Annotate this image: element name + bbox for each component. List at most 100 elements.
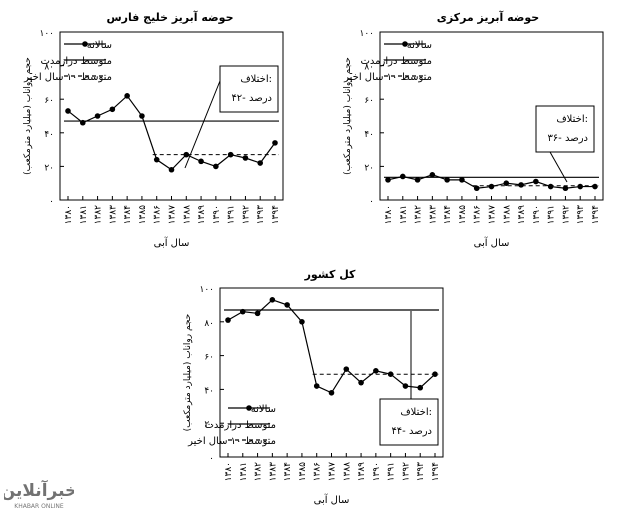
- annotation-leader: [549, 151, 568, 183]
- y-tick-label: ۸۰: [44, 63, 54, 73]
- x-tick-label: ۱۳۸۶: [473, 205, 483, 225]
- y-tick-label: ۸۰: [364, 63, 374, 73]
- x-tick-label: ۱۳۹۳: [256, 205, 266, 225]
- annual-point: [562, 185, 569, 192]
- annual-point: [239, 308, 246, 315]
- annual-point: [577, 183, 584, 190]
- annotation-title: اختلاف:: [400, 407, 432, 418]
- x-tick-label: ۱۳۸۲: [94, 205, 104, 225]
- annotation-value: ۴۲- درصد: [231, 93, 272, 104]
- x-tick-label: ۱۳۸۴: [123, 205, 133, 225]
- annual-point: [414, 177, 421, 183]
- chart-title: کل کشور: [304, 268, 356, 281]
- y-tick-label: ۱۰۰: [39, 29, 54, 39]
- annotation-title: اختلاف:: [240, 74, 272, 85]
- annual-point: [518, 182, 524, 188]
- legend-annual-marker: [82, 41, 88, 47]
- annual-point: [242, 155, 249, 161]
- y-tick-label: ۸۰: [204, 319, 214, 329]
- x-tick-label: ۱۳۸۰: [224, 462, 234, 481]
- watermark-sub: KHABAR ONLINE: [14, 503, 64, 510]
- x-tick-label: ۱۳۸۶: [313, 462, 323, 482]
- chart-panel-1: حوضه آبریز خلیج فارس ۰ ۲۰ ۴۰ ۶۰ ۸۰ ۱۰۰ حجم روان…: [23, 10, 284, 249]
- y-tick-label: ۲۰: [44, 163, 54, 173]
- y-tick-label: ۶۰: [204, 353, 214, 363]
- watermark-logo: خبرآنلاین KHABAR ONLINE: [4, 479, 74, 510]
- legend-recent-label: متوسط ۱۰ سال اخیر: [187, 436, 276, 447]
- annual-point: [272, 140, 278, 146]
- legend-annual-marker: [402, 41, 408, 47]
- annual-point: [429, 172, 436, 178]
- annual-point: [213, 163, 219, 170]
- x-tick-label: ۱۳۹۰: [532, 205, 542, 224]
- x-tick-label: ۱۳۸۵: [138, 205, 148, 225]
- annotation-value: ۳۶- درصد: [547, 133, 588, 144]
- annual-point: [432, 371, 438, 377]
- y-tick-label: ۰: [49, 197, 54, 207]
- x-tick-label: ۱۳۸۳: [268, 462, 278, 482]
- x-tick-label: ۱۳۹۳: [416, 462, 426, 482]
- annual-point: [257, 160, 264, 166]
- annual-point: [79, 119, 86, 126]
- chart-title: حوضه آبریز خلیج فارس: [106, 10, 233, 24]
- annual-point: [225, 317, 231, 323]
- annual-point: [358, 379, 364, 386]
- annual-point: [227, 151, 234, 158]
- annual-point: [109, 106, 116, 113]
- x-tick-label: ۱۳۸۶: [153, 205, 163, 225]
- legend-recent-label: متوسط ۱۰ سال اخیر: [23, 72, 112, 83]
- legend-annual-label: سالانه: [407, 40, 432, 51]
- annotation-box: [379, 398, 439, 446]
- x-tick-label: ۱۳۹۲: [561, 205, 571, 225]
- y-axis-label: حجم رواناب (میلیارد مترمکعب): [183, 314, 193, 432]
- x-tick-label: ۱۳۹۰: [212, 205, 222, 224]
- x-tick-label: ۱۳۸۵: [458, 205, 468, 225]
- annual-point: [373, 368, 379, 374]
- x-tick-label: ۱۳۹۲: [401, 462, 411, 482]
- y-tick-label: ۴۰: [204, 386, 214, 396]
- x-tick-label: ۱۳۸۸: [502, 205, 512, 225]
- y-tick-label: ۴۰: [44, 130, 54, 140]
- x-tick-label: ۱۳۸۳: [108, 205, 118, 225]
- annotation-box: [535, 105, 595, 153]
- y-tick-label: ۲۰: [204, 420, 214, 430]
- annual-point: [402, 383, 409, 389]
- x-tick-label: ۱۳۸۹: [517, 205, 527, 225]
- x-tick-label: ۱۳۹۲: [241, 205, 251, 225]
- x-tick-label: ۱۳۸۴: [283, 462, 293, 482]
- annotation-leader: [184, 65, 227, 169]
- legend-recent-label: متوسط ۱۰ سال اخیر: [343, 72, 432, 83]
- x-axis-label: سال آبی: [314, 493, 350, 506]
- y-tick-label: ۱۰۰: [359, 29, 374, 39]
- legend-long-term-label: متوسط درازمدت: [361, 56, 433, 67]
- watermark-main: خبرآنلاین: [4, 479, 74, 501]
- chart-panel-2: حوضه آبریز مرکزی ۰ ۲۰ ۴۰ ۶۰ ۸۰ ۱۰۰ حجم رواناب (…: [343, 10, 604, 249]
- y-tick-label: ۲۰: [364, 163, 374, 173]
- y-tick-label: ۴۰: [364, 130, 374, 140]
- x-tick-label: ۱۳۸۸: [182, 205, 192, 225]
- x-tick-label: ۱۳۸۲: [414, 205, 424, 225]
- x-tick-label: ۱۳۸۷: [328, 462, 338, 482]
- annual-point: [153, 156, 160, 163]
- annual-point: [387, 371, 394, 377]
- x-tick-label: ۱۳۸۱: [79, 205, 89, 224]
- x-tick-label: ۱۳۹۴: [271, 205, 281, 225]
- annual-point: [503, 180, 510, 186]
- annotation-box: [219, 65, 279, 113]
- legend-long-term-label: متوسط درازمدت: [41, 56, 113, 67]
- annual-point: [168, 166, 175, 173]
- annual-point: [269, 297, 276, 303]
- legend-annual-label: سالانه: [251, 404, 276, 415]
- annual-point: [444, 177, 450, 183]
- y-axis-label: حجم رواناب (میلیارد مترمکعب): [23, 57, 33, 175]
- annual-point: [65, 108, 71, 114]
- x-tick-label: ۱۳۹۱: [387, 462, 397, 481]
- x-tick-label: ۱۳۹۱: [227, 205, 237, 224]
- x-axis-label: سال آبی: [154, 236, 190, 249]
- annual-point: [385, 177, 391, 183]
- annual-point: [94, 113, 101, 119]
- y-tick-label: ۰: [209, 454, 214, 464]
- x-tick-label: ۱۳۹۱: [547, 205, 557, 224]
- x-tick-label: ۱۳۹۰: [372, 462, 382, 481]
- x-tick-label: ۱۳۸۹: [357, 462, 367, 482]
